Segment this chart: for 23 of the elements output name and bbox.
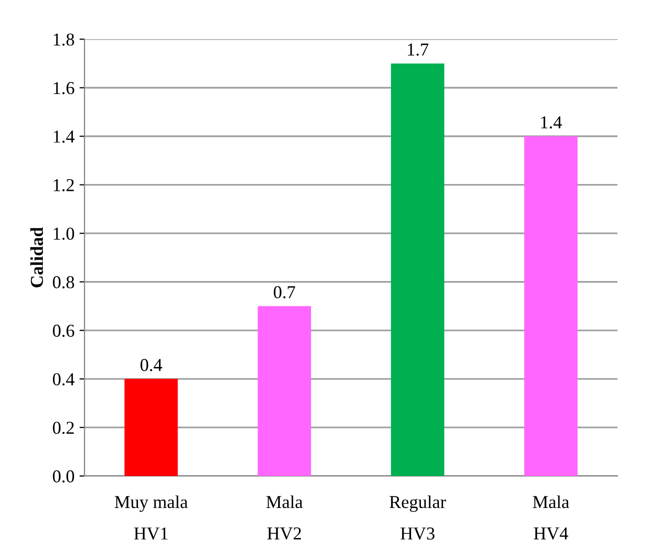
x-tick-label: Regular HV3 bbox=[390, 495, 446, 540]
y-tick-label: 1.2 bbox=[54, 179, 74, 192]
data-label: 0.4 bbox=[140, 358, 162, 372]
y-tick-label: 0.6 bbox=[52, 324, 74, 337]
y-tick-label: 1.0 bbox=[54, 228, 74, 240]
y-tick-label: 0.8 bbox=[52, 276, 74, 288]
y-tick-label: 0.4 bbox=[52, 373, 74, 386]
data-label: 0.7 bbox=[274, 286, 296, 298]
x-tick-label: Muy mala HV1 bbox=[114, 495, 188, 540]
bar bbox=[524, 136, 578, 476]
y-tick-label: 0.2 bbox=[52, 422, 74, 434]
bar bbox=[258, 306, 312, 476]
y-tick-label: 1.6 bbox=[54, 82, 74, 94]
x-tick-label: Mala HV2 bbox=[266, 495, 303, 540]
x-tick-label: Mala HV4 bbox=[532, 495, 570, 540]
bar bbox=[390, 63, 444, 476]
data-label: 1.7 bbox=[408, 44, 428, 56]
y-tick-label: 1.8 bbox=[54, 33, 74, 46]
y-tick-label: 1.4 bbox=[54, 130, 74, 143]
y-axis-title: Calidad bbox=[30, 227, 43, 288]
data-label: 1.4 bbox=[541, 116, 562, 129]
bar bbox=[124, 378, 178, 476]
y-tick-label: 0.0 bbox=[52, 470, 74, 483]
